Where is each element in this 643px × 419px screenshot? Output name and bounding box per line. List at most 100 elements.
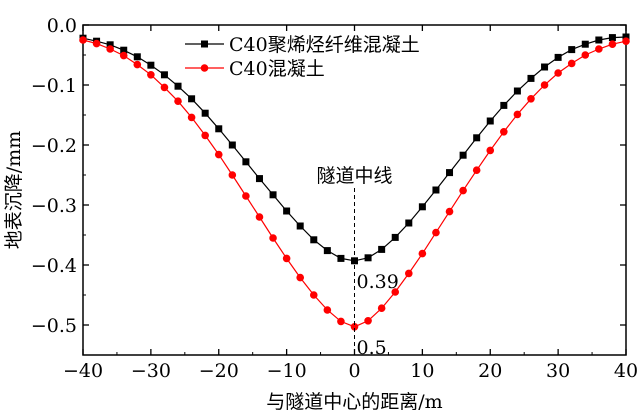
data-point-square xyxy=(310,236,318,244)
data-point-square xyxy=(323,247,331,255)
data-point-square xyxy=(513,87,521,95)
data-point-square xyxy=(133,53,141,61)
data-point-circle xyxy=(79,36,87,44)
data-point-circle xyxy=(377,304,386,313)
y-tick-label: −0.4 xyxy=(31,255,77,277)
data-point-circle xyxy=(228,171,237,179)
data-point-circle xyxy=(513,110,522,119)
data-point-square xyxy=(174,82,182,90)
data-point-circle xyxy=(418,249,427,258)
data-point-square xyxy=(337,254,345,262)
data-point-circle xyxy=(527,95,535,103)
y-tick-label: −0.1 xyxy=(31,75,77,97)
data-point-square xyxy=(432,186,440,194)
data-point-square xyxy=(391,233,399,241)
peak-value-label-1: 0.39 xyxy=(357,271,399,293)
data-point-square xyxy=(405,219,413,227)
data-point-square xyxy=(554,53,562,61)
data-point-circle xyxy=(282,254,291,263)
series-line-1 xyxy=(82,36,627,262)
data-point-circle xyxy=(405,269,413,278)
x-tick-label: −30 xyxy=(131,360,171,382)
legend-marker-circle xyxy=(200,64,209,72)
data-point-square xyxy=(581,40,589,48)
data-point-square xyxy=(242,158,250,166)
y-tick-label: −0.5 xyxy=(31,315,77,337)
x-tick-label: 10 xyxy=(410,360,434,382)
x-tick-label: 20 xyxy=(478,360,502,382)
data-point-circle xyxy=(255,213,264,221)
y-tick-label: 0.0 xyxy=(47,15,77,37)
data-point-square xyxy=(418,203,426,211)
data-point-circle xyxy=(432,228,440,237)
y-tick-label: −0.3 xyxy=(31,195,77,217)
data-point-circle xyxy=(350,323,359,331)
data-point-circle xyxy=(567,59,576,68)
data-point-circle xyxy=(174,97,182,105)
data-point-square xyxy=(378,245,386,253)
x-tick-label: −10 xyxy=(267,360,307,382)
data-point-square xyxy=(527,74,535,82)
axis-layer: −40 −30 −20 −10 0 10 20 30 40 0.0 −0.1 −0.2 −0.3 −0.4… xyxy=(3,15,638,413)
y-tick-label: −0.2 xyxy=(31,135,77,157)
data-point-square xyxy=(296,222,304,230)
data-point-square xyxy=(147,61,155,69)
data-point-square xyxy=(215,125,223,133)
data-point-square xyxy=(622,33,630,41)
legend-marker-square xyxy=(201,40,208,48)
data-point-square xyxy=(446,169,454,177)
data-point-square xyxy=(106,41,114,49)
data-point-circle xyxy=(445,207,454,216)
data-point-square xyxy=(541,63,549,71)
legend-label-1: C40聚烯烃纤维混凝土 xyxy=(229,34,420,56)
data-point-circle xyxy=(459,186,467,195)
data-point-circle xyxy=(500,128,508,136)
data-point-square xyxy=(255,175,263,183)
x-tick-label: −20 xyxy=(199,360,239,382)
data-point-circle xyxy=(309,291,318,299)
data-point-circle xyxy=(364,317,372,325)
data-point-circle xyxy=(622,37,630,45)
data-point-square xyxy=(595,36,603,44)
series-layer xyxy=(79,33,630,331)
data-point-circle xyxy=(391,288,400,296)
data-point-circle xyxy=(486,146,495,155)
x-tick-label: 0 xyxy=(348,360,360,382)
data-point-circle xyxy=(540,81,549,89)
x-tick-label: 40 xyxy=(614,360,638,382)
data-point-circle xyxy=(201,131,209,140)
data-point-circle xyxy=(554,69,562,77)
data-point-circle xyxy=(92,39,101,48)
peak-value-label-2: 0.5 xyxy=(357,337,387,359)
data-point-square xyxy=(608,34,616,42)
data-point-circle xyxy=(160,83,169,92)
data-point-circle xyxy=(106,45,114,53)
data-point-square xyxy=(473,134,481,142)
y-axis-title: 地表沉降/mm xyxy=(3,131,25,249)
data-point-square xyxy=(188,95,196,103)
data-point-circle xyxy=(147,71,155,79)
data-point-square xyxy=(228,141,236,149)
data-point-square xyxy=(269,191,277,199)
data-point-circle xyxy=(595,45,603,53)
data-point-square xyxy=(568,46,576,54)
data-point-circle xyxy=(472,166,481,174)
x-axis-title: 与隧道中心的距离/m xyxy=(266,391,442,413)
data-point-circle xyxy=(296,273,305,282)
data-point-square xyxy=(120,46,128,54)
data-point-circle xyxy=(187,113,196,122)
data-point-square xyxy=(283,207,291,215)
data-point-circle xyxy=(214,150,223,159)
data-point-square xyxy=(364,254,372,262)
data-point-circle xyxy=(119,51,128,60)
annotations: 隧道中线 0.39 0.5 xyxy=(316,165,398,359)
data-point-square xyxy=(486,117,494,125)
data-point-circle xyxy=(337,317,345,326)
data-point-circle xyxy=(581,51,590,59)
data-point-square xyxy=(201,109,209,117)
data-point-circle xyxy=(608,40,617,48)
legend-label-2: C40混凝土 xyxy=(229,58,325,80)
centerline-label: 隧道中线 xyxy=(316,165,392,187)
x-tick-label: −40 xyxy=(63,360,103,382)
data-point-square xyxy=(160,71,168,79)
